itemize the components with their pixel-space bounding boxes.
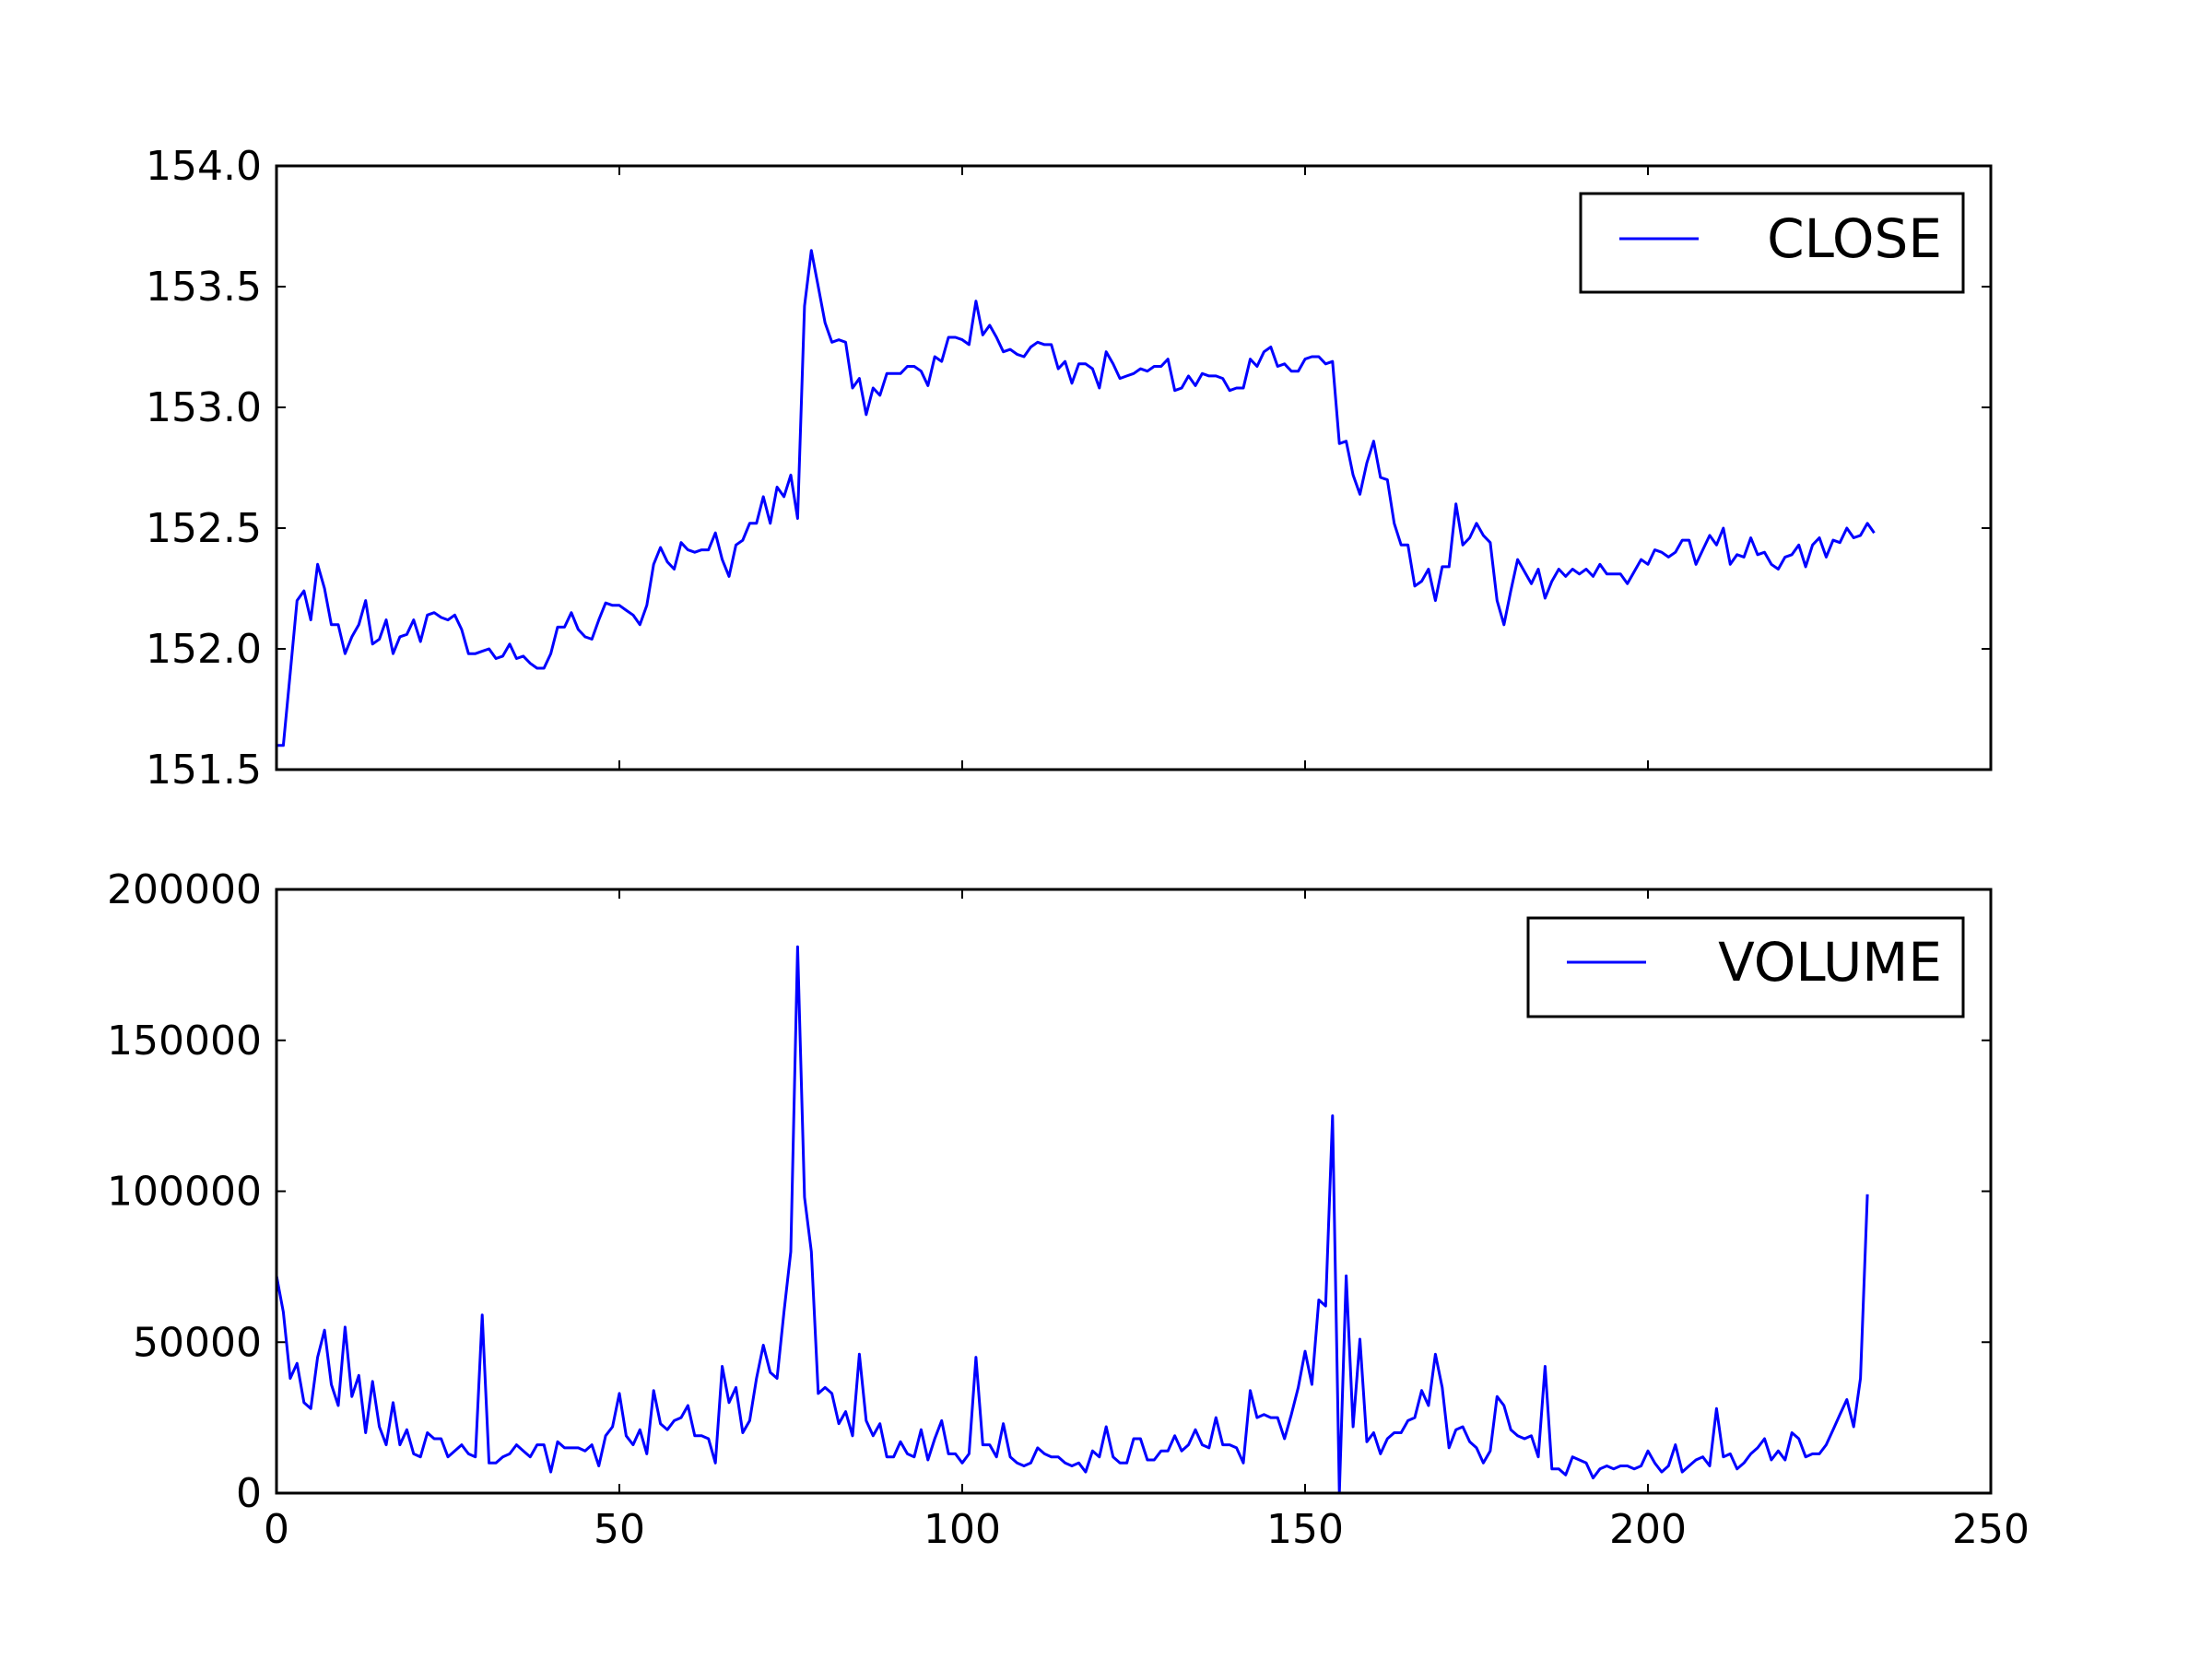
volume-legend-box bbox=[1526, 916, 1965, 1018]
volume-chart: 0 50 100 150 200 250 0 50000 100000 150000 200000… bbox=[107, 866, 2030, 1553]
volume-x-tick-label: 100 bbox=[924, 1506, 1001, 1553]
close-axes-frame bbox=[275, 164, 1993, 771]
volume-y-ticks: 0 50000 100000 150000 200000 bbox=[107, 866, 1991, 1517]
volume-series-line bbox=[275, 945, 1869, 1495]
volume-series-group bbox=[275, 945, 1869, 1495]
close-legend: CLOSE bbox=[1579, 192, 1965, 294]
volume-legend-label: VOLUME bbox=[1718, 931, 1942, 994]
close-series-line bbox=[276, 249, 1876, 747]
volume-y-tick-label: 50000 bbox=[133, 1319, 262, 1366]
close-y-tick-label: 153.0 bbox=[146, 384, 262, 431]
close-series-group bbox=[276, 249, 1876, 747]
volume-legend: VOLUME bbox=[1526, 916, 1965, 1018]
volume-y-tick-label: 100000 bbox=[107, 1169, 262, 1216]
close-y-tick-label: 152.5 bbox=[146, 505, 262, 552]
close-legend-box bbox=[1579, 192, 1965, 294]
volume-y-tick-label: 150000 bbox=[107, 1018, 262, 1065]
close-legend-label: CLOSE bbox=[1767, 207, 1942, 270]
volume-x-tick-label: 250 bbox=[1952, 1506, 2030, 1553]
volume-y-tick-label: 200000 bbox=[107, 866, 262, 913]
volume-x-tick-label: 0 bbox=[264, 1506, 289, 1553]
close-y-tick-label: 151.5 bbox=[146, 747, 262, 794]
close-y-ticks: 151.5 152.0 152.5 153.0 153.5 154.0 bbox=[146, 143, 1991, 794]
volume-y-tick-label: 0 bbox=[236, 1470, 262, 1517]
close-y-tick-label: 152.0 bbox=[146, 626, 262, 673]
volume-x-ticks: 0 50 100 150 200 250 bbox=[264, 889, 2030, 1553]
volume-x-tick-label: 200 bbox=[1609, 1506, 1687, 1553]
close-y-tick-label: 154.0 bbox=[146, 143, 262, 190]
volume-axes-frame bbox=[275, 888, 1993, 1495]
volume-x-tick-label: 150 bbox=[1266, 1506, 1344, 1553]
close-chart: 151.5 152.0 152.5 153.0 153.5 154.0 CLOSE bbox=[146, 143, 1993, 794]
volume-x-tick-label: 50 bbox=[594, 1506, 645, 1553]
close-y-tick-label: 153.5 bbox=[146, 264, 262, 311]
